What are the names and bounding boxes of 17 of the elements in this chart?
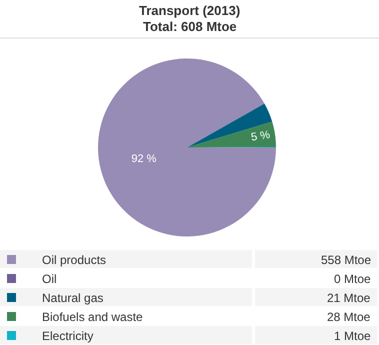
legend-label: Oil (42, 272, 57, 286)
data-label: 92 % (131, 152, 157, 165)
chart-title: Transport (2013) (139, 3, 240, 18)
legend-label: Biofuels and waste (42, 310, 144, 324)
data-label: 5 % (250, 128, 272, 144)
text: 0 Mtoe (334, 272, 372, 286)
legend-label: Electricity (42, 329, 94, 343)
legend-label: Natural gas (42, 291, 104, 305)
pie-slice (187, 122, 276, 148)
text: 28 Mtoe (327, 310, 371, 324)
text: 21 Mtoe (327, 291, 371, 305)
pie-slice (98, 58, 276, 236)
text: 1 Mtoe (334, 329, 372, 343)
text: 558 Mtoe (321, 253, 372, 267)
chart-subtitle: Total: 608 Mtoe (143, 19, 237, 34)
legend-label: Oil products (42, 253, 106, 267)
pie-slice (187, 104, 272, 148)
